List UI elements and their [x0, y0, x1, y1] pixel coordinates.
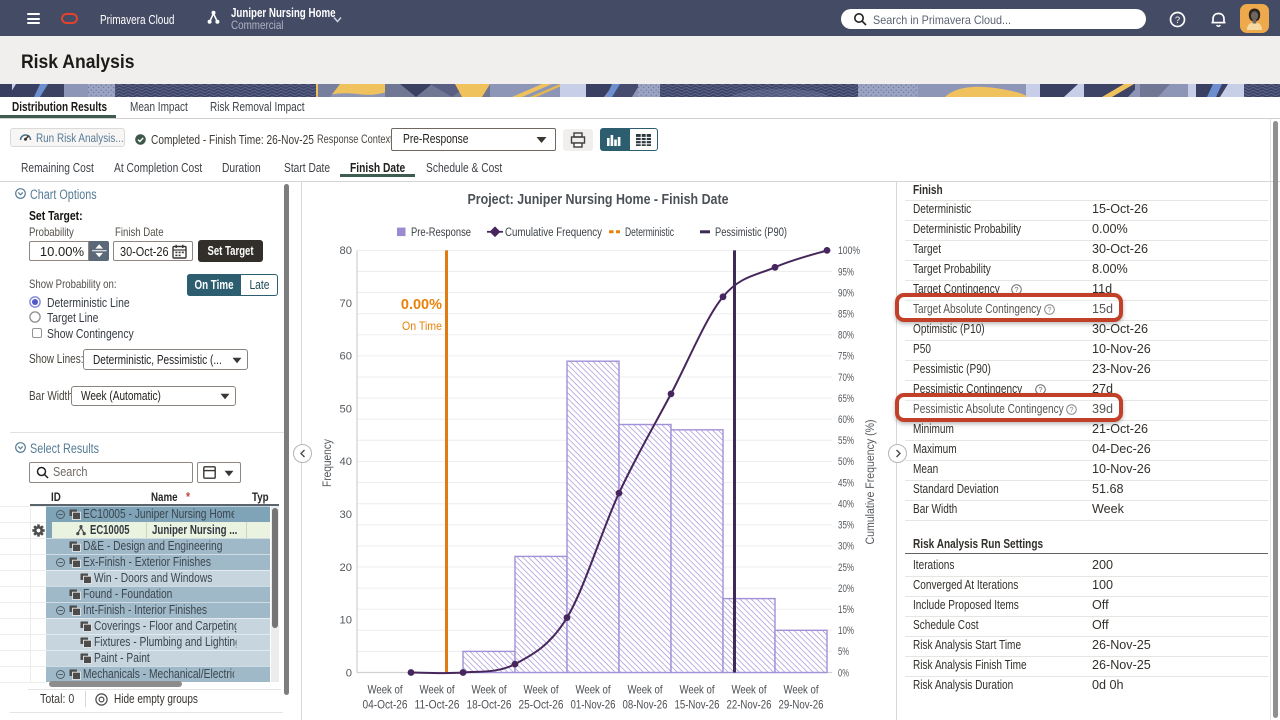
svg-text:75%: 75%	[838, 351, 854, 363]
svg-text:25-Oct-26: 25-Oct-26	[519, 698, 564, 712]
svg-text:?: ?	[1014, 285, 1018, 294]
svg-text:25%: 25%	[838, 562, 854, 574]
svg-text:Project: Juniper Nursing Home: Project: Juniper Nursing Home - Finish D…	[468, 191, 729, 208]
svg-text:Week of: Week of	[680, 683, 716, 697]
svg-text:On Time: On Time	[402, 319, 442, 333]
svg-text:65%: 65%	[838, 393, 854, 405]
svg-text:85%: 85%	[838, 309, 854, 321]
svg-text:30%: 30%	[838, 541, 854, 553]
svg-text:70: 70	[340, 298, 352, 310]
svg-text:5%: 5%	[838, 646, 849, 658]
svg-text:15-Nov-26: 15-Nov-26	[675, 698, 720, 712]
svg-text:35%: 35%	[838, 520, 854, 532]
svg-text:Pessimistic (P90): Pessimistic (P90)	[715, 225, 787, 239]
svg-text:80: 80	[340, 245, 352, 257]
svg-text:95%: 95%	[838, 266, 854, 278]
svg-text:80%: 80%	[838, 330, 854, 342]
svg-text:18-Oct-26: 18-Oct-26	[467, 698, 512, 712]
svg-text:22-Nov-26: 22-Nov-26	[727, 698, 772, 712]
svg-text:Cumulative Frequency: Cumulative Frequency	[505, 225, 603, 239]
svg-text:Pre-Response: Pre-Response	[411, 225, 471, 239]
svg-text:100%: 100%	[838, 245, 860, 257]
svg-text:60%: 60%	[838, 414, 854, 426]
svg-text:Week of: Week of	[472, 683, 508, 697]
svg-text:30: 30	[340, 509, 352, 521]
svg-text:0%: 0%	[838, 667, 849, 679]
svg-text:01-Nov-26: 01-Nov-26	[571, 698, 616, 712]
svg-text:90%: 90%	[838, 287, 854, 299]
svg-text:Deterministic: Deterministic	[625, 225, 674, 239]
svg-text:20: 20	[340, 562, 352, 574]
svg-text:Week of: Week of	[732, 683, 768, 697]
svg-text:?: ?	[1038, 385, 1042, 394]
svg-text:Frequency: Frequency	[322, 439, 334, 487]
svg-text:15%: 15%	[838, 604, 854, 616]
svg-text:11-Oct-26: 11-Oct-26	[415, 698, 460, 712]
svg-text:20%: 20%	[838, 583, 854, 595]
svg-text:0.00%: 0.00%	[401, 297, 442, 313]
svg-text:Cumulative Frequency (%): Cumulative Frequency (%)	[865, 419, 877, 544]
svg-text:Week of: Week of	[420, 683, 456, 697]
svg-text:45%: 45%	[838, 477, 854, 489]
svg-text:Week of: Week of	[524, 683, 560, 697]
svg-text:Week of: Week of	[628, 683, 664, 697]
svg-text:40: 40	[340, 456, 352, 468]
svg-text:08-Nov-26: 08-Nov-26	[623, 698, 668, 712]
svg-text:Week of: Week of	[368, 683, 404, 697]
svg-text:10%: 10%	[838, 625, 854, 637]
svg-text:40%: 40%	[838, 499, 854, 511]
svg-text:60: 60	[340, 351, 352, 363]
svg-text:50: 50	[340, 404, 352, 416]
svg-text:50%: 50%	[838, 456, 854, 468]
svg-text:Week of: Week of	[576, 683, 612, 697]
svg-text:10: 10	[340, 615, 352, 627]
svg-text:?: ?	[1069, 405, 1073, 414]
svg-text:70%: 70%	[838, 372, 854, 384]
svg-text:Week of: Week of	[784, 683, 820, 697]
svg-text:?: ?	[1175, 15, 1180, 26]
svg-text:0: 0	[346, 667, 352, 679]
svg-text:55%: 55%	[838, 435, 854, 447]
svg-text:29-Nov-26: 29-Nov-26	[779, 698, 824, 712]
svg-text:?: ?	[1047, 305, 1051, 314]
svg-text:04-Oct-26: 04-Oct-26	[363, 698, 408, 712]
